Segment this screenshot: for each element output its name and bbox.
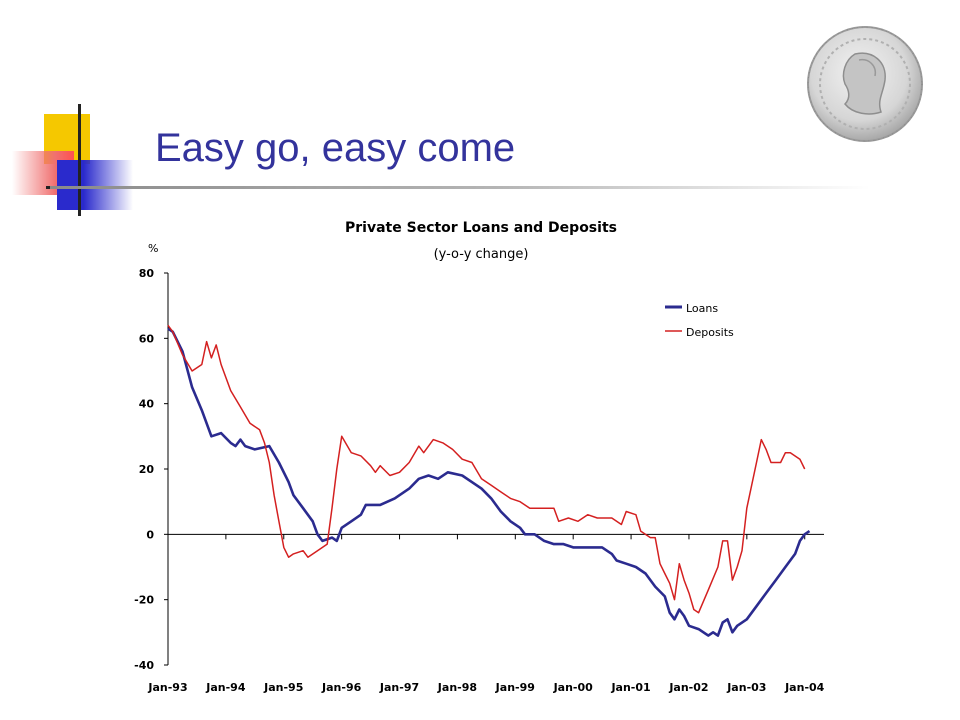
coin-seal-icon (807, 26, 923, 142)
y-axis-label: % (148, 242, 158, 255)
slide-title: Easy go, easy come (155, 126, 516, 170)
chart-subtitle: (y-o-y change) (434, 247, 529, 262)
y-tick-label: 60 (139, 332, 155, 345)
y-tick-label: 40 (139, 398, 155, 411)
y-tick-label: -40 (134, 659, 154, 672)
x-tick-label: Jan-00 (553, 681, 594, 694)
vertical-accent-line (78, 104, 81, 216)
y-tick-label: -20 (134, 594, 154, 607)
y-tick-label: 80 (139, 267, 155, 280)
blue-accent-square (57, 160, 133, 210)
y-tick-label: 0 (146, 528, 154, 541)
chart-axes: 80 60 40 20 0 -20 -40 Jan-93 Jan-94 Jan-95 Jan-96 J… (134, 267, 825, 694)
x-tick-label: Jan-99 (495, 681, 535, 694)
title-underline (50, 186, 870, 189)
legend-label-loans: Loans (686, 302, 718, 315)
y-tick-label: 20 (139, 463, 155, 476)
x-tick-label: Jan-98 (437, 681, 477, 694)
legend-label-deposits: Deposits (686, 326, 734, 339)
x-tick-label: Jan-96 (321, 681, 362, 694)
chart-legend: Loans Deposits (665, 302, 734, 339)
x-tick-label: Jan-93 (147, 681, 187, 694)
x-tick-label: Jan-03 (726, 681, 766, 694)
series-line-deposits (167, 324, 806, 614)
x-tick-label: Jan-04 (784, 681, 825, 694)
chart-lines (167, 324, 811, 637)
x-tick-label: Jan-94 (205, 681, 246, 694)
x-tick-label: Jan-95 (263, 681, 303, 694)
x-tick-label: Jan-97 (379, 681, 419, 694)
x-tick-label: Jan-01 (610, 681, 650, 694)
chart-title: Private Sector Loans and Deposits (345, 220, 617, 236)
series-line-loans (167, 327, 811, 637)
x-tick-label: Jan-02 (668, 681, 708, 694)
